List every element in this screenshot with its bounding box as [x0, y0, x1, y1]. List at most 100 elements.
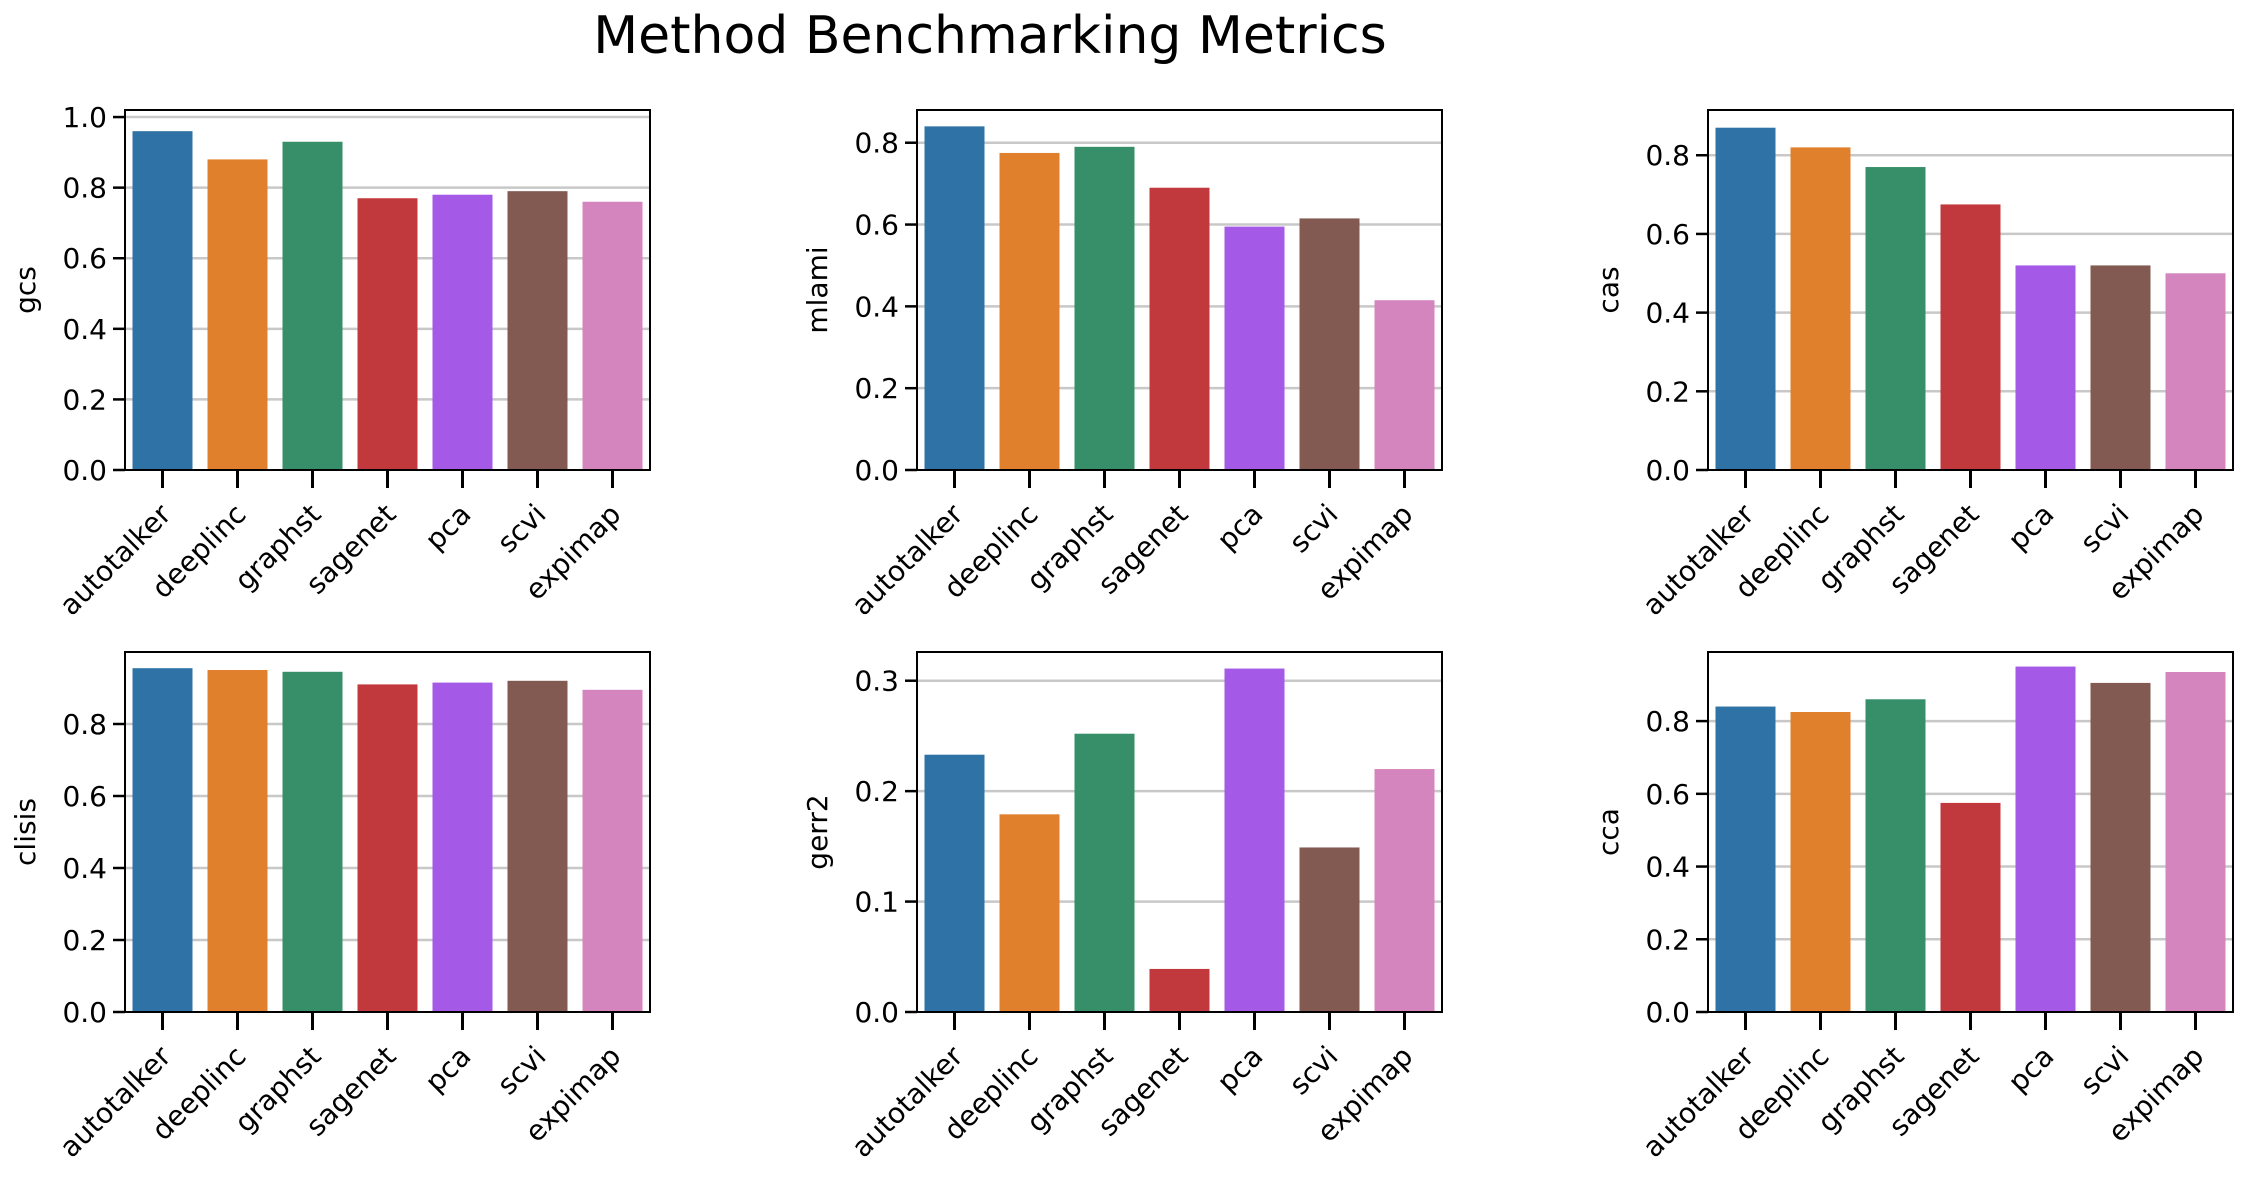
y-tick-label: 0.8 [62, 708, 107, 741]
y-tick-label: 0.8 [1645, 139, 1690, 172]
y-axis-label: mlami [801, 246, 834, 333]
bar-deeplinc [207, 159, 268, 471]
bar-pca [432, 194, 493, 471]
x-tick-label-scvi: scvi [2074, 498, 2136, 560]
bar-sagenet [1940, 802, 2001, 1012]
y-tick-label: 0.2 [1645, 375, 1690, 408]
x-tick-label-autotalker: autotalker [53, 1039, 178, 1164]
subplot-gerr2: 0.00.10.20.3autotalkerdeeplincgraphstsag… [801, 651, 1443, 1164]
bar-sagenet [1149, 968, 1210, 1012]
bar-pca [2015, 265, 2076, 470]
bar-pca [2015, 666, 2076, 1012]
y-tick-label: 1.0 [62, 101, 107, 134]
y-tick-label: 0.6 [854, 209, 899, 242]
bar-sagenet [1149, 187, 1210, 470]
subplot-mlami: 0.00.20.40.60.8autotalkerdeeplincgraphst… [801, 109, 1443, 622]
subplot-clisis: 0.00.20.40.60.8autotalkerdeeplincgraphst… [9, 651, 651, 1164]
bar-expimap [2165, 273, 2226, 470]
y-tick-label: 0.0 [62, 996, 107, 1029]
x-tick-label-pca: pca [419, 498, 478, 557]
y-tick-label: 0.4 [62, 852, 107, 885]
y-tick-label: 0.2 [854, 775, 899, 808]
bar-deeplinc [999, 814, 1060, 1012]
bar-autotalker [132, 131, 193, 471]
y-tick-label: 0.4 [1645, 851, 1690, 884]
y-axis-label: cca [1592, 808, 1625, 856]
bar-scvi [2090, 682, 2151, 1012]
y-tick-label: 0.8 [854, 127, 899, 160]
y-tick-label: 0.4 [1645, 297, 1690, 330]
bar-autotalker [924, 754, 985, 1012]
y-tick-label: 0.8 [62, 172, 107, 205]
x-tick-label-scvi: scvi [2074, 1040, 2136, 1102]
y-tick-label: 0.2 [854, 372, 899, 405]
y-tick-label: 0.6 [62, 242, 107, 275]
bar-deeplinc [999, 152, 1060, 471]
bar-deeplinc [207, 670, 268, 1012]
bar-graphst [282, 141, 343, 470]
bar-scvi [1299, 847, 1360, 1012]
bar-scvi [2090, 265, 2151, 470]
x-tick-label-scvi: scvi [491, 498, 553, 560]
bar-autotalker [1715, 127, 1776, 470]
y-tick-label: 0.3 [854, 665, 899, 698]
x-tick-label-autotalker: autotalker [1636, 1039, 1761, 1164]
y-tick-label: 0.6 [1645, 218, 1690, 251]
y-axis-label: gcs [9, 266, 42, 314]
bar-expimap [1374, 769, 1435, 1012]
bar-sagenet [357, 684, 418, 1012]
bar-expimap [582, 201, 643, 470]
bar-pca [432, 682, 493, 1012]
bar-deeplinc [1790, 147, 1851, 470]
y-tick-label: 0.0 [854, 454, 899, 487]
y-axis-label: gerr2 [801, 794, 834, 869]
x-tick-label-scvi: scvi [1283, 498, 1345, 560]
bar-graphst [282, 671, 343, 1012]
x-tick-label-autotalker: autotalker [845, 497, 970, 622]
bar-pca [1224, 226, 1285, 470]
bar-expimap [1374, 300, 1435, 470]
x-tick-label-autotalker: autotalker [1636, 497, 1761, 622]
x-tick-label-scvi: scvi [491, 1040, 553, 1102]
bar-autotalker [132, 668, 193, 1012]
figure-title: Method Benchmarking Metrics [593, 6, 1386, 66]
subplot-cca: 0.00.20.40.60.8autotalkerdeeplincgraphst… [1592, 651, 2234, 1164]
bar-expimap [2165, 672, 2226, 1012]
y-tick-label: 0.8 [1645, 705, 1690, 738]
subplot-gcs: 0.00.20.40.60.81.0autotalkerdeeplincgrap… [9, 101, 651, 622]
y-tick-label: 0.2 [62, 383, 107, 416]
y-tick-label: 0.4 [62, 313, 107, 346]
x-tick-label-scvi: scvi [1283, 1040, 1345, 1102]
x-tick-label-autotalker: autotalker [845, 1039, 970, 1164]
y-tick-label: 0.0 [62, 454, 107, 487]
bar-autotalker [1715, 706, 1776, 1012]
x-tick-label-pca: pca [419, 1040, 478, 1099]
y-tick-label: 0.2 [1645, 923, 1690, 956]
bar-graphst [1865, 699, 1926, 1012]
y-tick-label: 0.4 [854, 290, 899, 323]
y-axis-label: clisis [9, 798, 42, 866]
bar-scvi [507, 191, 568, 471]
bar-sagenet [1940, 204, 2001, 471]
bar-autotalker [924, 126, 985, 470]
bar-scvi [1299, 218, 1360, 470]
y-tick-label: 0.6 [1645, 778, 1690, 811]
bar-graphst [1865, 167, 1926, 470]
bar-sagenet [357, 198, 418, 470]
x-tick-label-pca: pca [2002, 498, 2061, 557]
y-tick-label: 0.0 [1645, 454, 1690, 487]
subplot-grid: 0.00.20.40.60.81.0autotalkerdeeplincgrap… [9, 101, 2234, 1164]
bar-scvi [507, 680, 568, 1012]
bar-graphst [1074, 146, 1135, 470]
y-tick-label: 0.1 [854, 886, 899, 919]
y-tick-label: 0.2 [62, 924, 107, 957]
bar-pca [1224, 668, 1285, 1012]
bar-deeplinc [1790, 712, 1851, 1012]
x-tick-label-pca: pca [1211, 1040, 1270, 1099]
x-tick-label-pca: pca [1211, 498, 1270, 557]
y-tick-label: 0.0 [854, 996, 899, 1029]
x-tick-label-autotalker: autotalker [53, 497, 178, 622]
subplot-cas: 0.00.20.40.60.8autotalkerdeeplincgraphst… [1592, 109, 2234, 622]
bar-expimap [582, 689, 643, 1012]
